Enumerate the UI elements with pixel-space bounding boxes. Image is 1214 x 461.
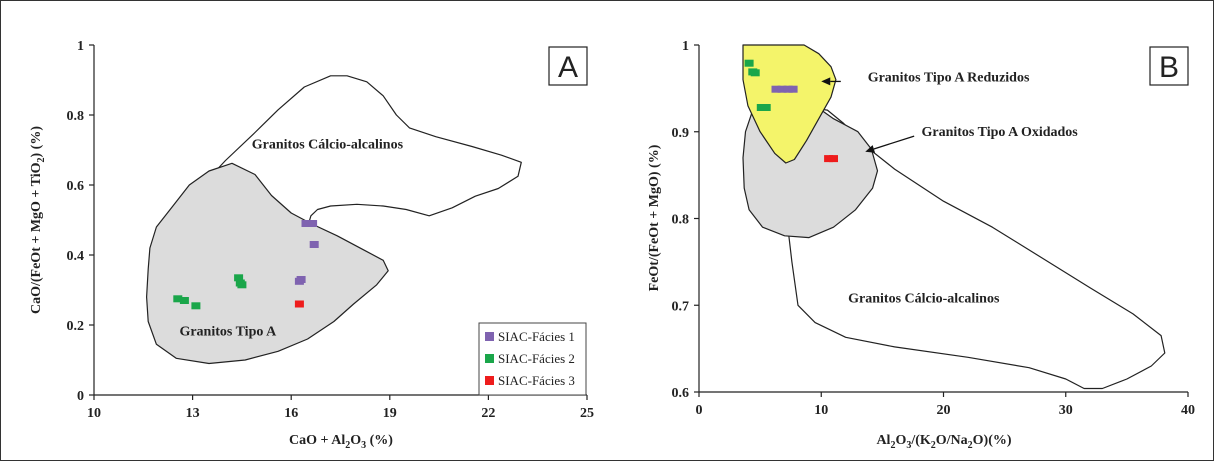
legend: SIAC-Fácies 1 SIAC-Fácies 2 SIAC-Fácies … (478, 322, 587, 396)
data-point-siac-facies-2 (750, 69, 760, 77)
y-tick-label: 1 (682, 39, 689, 54)
y-tick-label: 0.4 (67, 249, 85, 264)
panel-a-y-axis-label: CaO/(FeOt + MgO + TiO2) (%) (29, 126, 47, 314)
panel-b-y-axis-label: FeOt/(FeOt + MgO) (%) (647, 144, 662, 291)
x-tick-label: 16 (284, 406, 298, 421)
data-point-siac-facies-3 (829, 155, 838, 163)
y-tick-label: 0 (77, 389, 84, 404)
y-tick-label: 0.6 (672, 386, 690, 401)
panel-b: Granitos Cálcio-alcalinos Granitos Tipo … (647, 39, 1195, 451)
legend-label-facies-1: SIAC-Fácies 1 (498, 329, 575, 344)
data-point-siac-facies-3 (824, 155, 834, 163)
panel-b-x-axis-label: Al2O3/(K2O/Na2O)(%) (876, 433, 1011, 451)
region-label-granitos-tipo-a-reduzidos: Granitos Tipo A Reduzidos (868, 70, 1030, 85)
data-point-siac-facies-1 (771, 85, 781, 93)
panel-b-arrows (821, 77, 915, 153)
panel-a-x-ticks: 10 13 16 19 22 25 (87, 395, 594, 421)
panel-b-region-labels: Granitos Cálcio-alcalinos Granitos Tipo … (848, 70, 1078, 306)
legend-swatch-facies-3 (485, 376, 494, 385)
region-label-granitos-calcio-alcalinos: Granitos Cálcio-alcalinos (252, 137, 404, 152)
x-tick-label: 40 (1181, 403, 1195, 418)
annotation-arrowhead (865, 145, 876, 153)
data-point-siac-facies-1 (788, 85, 798, 93)
x-tick-label: 30 (1059, 403, 1073, 418)
x-tick-label: 0 (696, 403, 703, 418)
x-tick-label: 19 (383, 406, 397, 421)
data-point-siac-facies-1 (777, 85, 787, 93)
region-granitos-calcio-alcalinos (782, 106, 1166, 390)
y-tick-label: 0.6 (67, 179, 85, 194)
panel-a-region-labels: Granitos Cálcio-alcalinos Granitos Tipo … (179, 137, 403, 339)
legend-label-facies-2: SIAC-Fácies 2 (498, 351, 575, 366)
data-point-siac-facies-2 (179, 297, 189, 304)
region-granitos-tipo-a (146, 162, 389, 365)
legend-label-facies-3: SIAC-Fácies 3 (498, 373, 575, 388)
data-point-siac-facies-1 (301, 220, 311, 227)
panel-b-x-ticks: 0 10 20 30 40 (696, 392, 1195, 418)
y-tick-label: 0.9 (672, 126, 690, 141)
panel-b-letter-box (1149, 46, 1189, 86)
panel-a-letter: A (558, 51, 578, 84)
panel-a-regions (146, 75, 522, 365)
region-label-granitos-tipo-a-oxidados: Granitos Tipo A Oxidados (921, 125, 1078, 140)
data-point-siac-facies-2 (173, 295, 183, 303)
panel-a-x-axis-label: CaO + Al2O3 (%) (289, 433, 393, 451)
region-label-granitos-tipo-a: Granitos Tipo A (179, 325, 277, 340)
x-tick-label: 22 (481, 406, 495, 421)
data-point-siac-facies-1 (294, 277, 304, 285)
legend-box (478, 322, 587, 396)
data-point-siac-facies-2 (237, 281, 247, 289)
legend-swatch-facies-1 (485, 332, 494, 341)
panel-b-regions (742, 44, 1166, 390)
y-tick-label: 0.8 (67, 109, 85, 124)
x-tick-label: 10 (814, 403, 828, 418)
data-point-siac-facies-1 (783, 85, 793, 93)
data-point-siac-facies-2 (744, 59, 754, 67)
panel-a: Granitos Cálcio-alcalinos Granitos Tipo … (29, 39, 594, 451)
panel-a-y-ticks: 0 0.2 0.4 0.6 0.8 1 (67, 39, 94, 404)
data-point-siac-facies-2 (191, 302, 201, 310)
x-tick-label: 13 (186, 406, 200, 421)
x-tick-label: 25 (580, 406, 594, 421)
y-tick-label: 0.7 (672, 299, 690, 314)
panel-a-points (173, 220, 319, 310)
annotation-arrow (873, 135, 915, 150)
panel-b-points (744, 59, 838, 163)
data-point-siac-facies-3 (294, 300, 304, 308)
region-granitos-tipo-a-reduzidos (742, 44, 837, 164)
x-tick-label: 20 (937, 403, 951, 418)
panel-b-letter: B (1159, 51, 1179, 84)
y-tick-label: 1 (77, 39, 84, 54)
region-label-granitos-calcio-alcalinos: Granitos Cálcio-alcalinos (848, 292, 1000, 307)
panel-b-y-ticks: 0.6 0.7 0.8 0.9 1 (672, 39, 699, 401)
legend-swatch-facies-2 (485, 354, 494, 363)
x-tick-label: 10 (87, 406, 101, 421)
data-point-siac-facies-1 (309, 241, 319, 248)
data-point-siac-facies-2 (234, 274, 244, 282)
data-point-siac-facies-1 (308, 220, 318, 227)
y-tick-label: 0.8 (672, 213, 690, 228)
panel-a-letter-box (548, 46, 588, 86)
y-tick-label: 0.2 (67, 319, 85, 334)
data-point-siac-facies-2 (756, 104, 766, 111)
annotation-arrowhead (821, 77, 831, 86)
data-point-siac-facies-2 (761, 104, 771, 111)
